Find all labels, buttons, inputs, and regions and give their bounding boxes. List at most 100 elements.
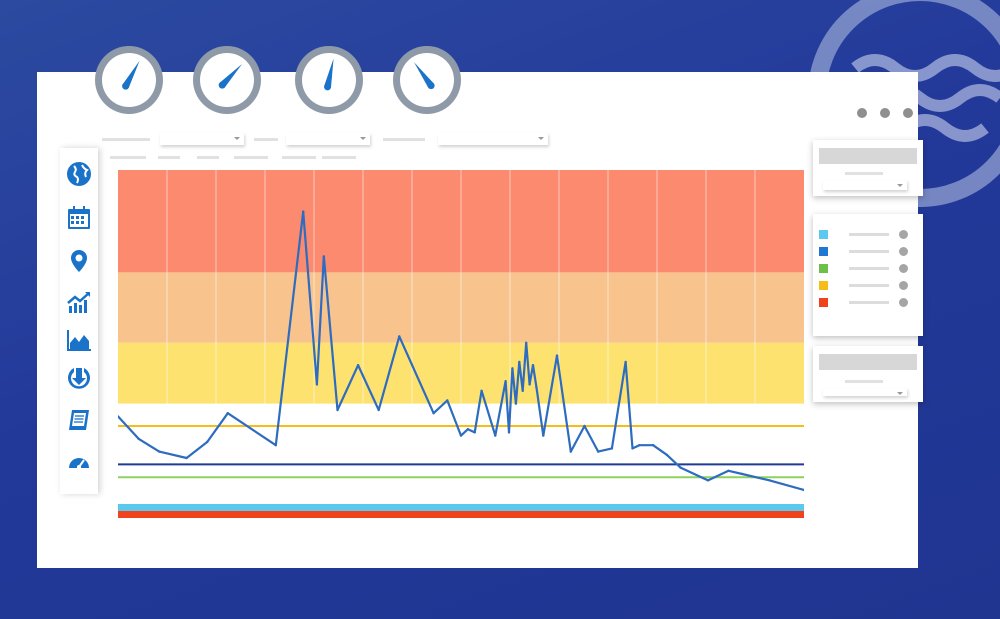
status-bar: [118, 504, 804, 511]
menu-dot: [880, 108, 890, 118]
filter-dropdown-2[interactable]: [286, 133, 370, 145]
data-point: [535, 386, 538, 389]
data-point: [507, 431, 511, 434]
filter-dropdown-3[interactable]: [438, 133, 548, 145]
data-point: [679, 466, 682, 469]
chevron-down-icon: [897, 184, 903, 187]
data-point: [768, 479, 771, 482]
line-chart: [118, 170, 804, 518]
data-point: [727, 469, 730, 472]
data-point: [446, 399, 449, 402]
gauge-3: [291, 42, 367, 118]
data-point: [185, 456, 188, 460]
data-point: [521, 389, 524, 392]
panel-header: [819, 354, 917, 370]
status-bar: [118, 511, 804, 518]
data-point: [274, 444, 277, 447]
chevron-down-icon: [538, 137, 544, 140]
notebook-icon[interactable]: [65, 406, 93, 434]
data-point: [398, 335, 401, 338]
menu-dot: [903, 108, 913, 118]
legend-swatch: [819, 281, 828, 290]
data-point: [624, 360, 627, 364]
data-point: [741, 472, 744, 476]
data-point: [205, 440, 209, 444]
gauge-dial: [95, 46, 163, 114]
data-point: [631, 447, 634, 450]
data-point: [466, 428, 470, 431]
legend-toggle[interactable]: [899, 264, 908, 273]
speedometer-icon[interactable]: [65, 448, 93, 476]
data-point: [504, 380, 507, 383]
filter-label: [158, 156, 180, 159]
data-point: [518, 360, 521, 364]
legend-toggle[interactable]: [899, 230, 908, 239]
legend-toggle[interactable]: [899, 298, 908, 307]
map-pin-icon[interactable]: [65, 247, 93, 275]
legend-toggle[interactable]: [899, 247, 908, 256]
filter-label: [234, 156, 268, 159]
legend-label: [849, 250, 889, 253]
legend-row[interactable]: [819, 281, 911, 291]
legend-row[interactable]: [819, 264, 911, 274]
gauge-needle: [324, 58, 334, 88]
legend-panel: [813, 214, 923, 336]
data-point: [322, 255, 325, 258]
data-point: [528, 383, 531, 386]
data-point: [226, 412, 229, 415]
data-series-line: [118, 210, 804, 492]
data-point: [583, 424, 586, 428]
gauge-hub: [427, 82, 435, 90]
data-point: [665, 453, 668, 456]
panel-dropdown[interactable]: [823, 388, 907, 396]
data-point: [336, 408, 339, 412]
globe-icon[interactable]: [65, 160, 93, 188]
gauge-2: [189, 42, 265, 118]
data-point: [555, 354, 559, 357]
legend-row[interactable]: [819, 298, 911, 308]
data-point: [157, 450, 161, 453]
gauge-needle: [414, 62, 434, 88]
data-point: [459, 434, 463, 437]
panel-dropdown[interactable]: [823, 180, 907, 190]
data-point: [542, 434, 545, 437]
chevron-down-icon: [360, 137, 366, 140]
trend-up-icon[interactable]: [65, 288, 93, 316]
filter-label: [282, 156, 316, 159]
calendar-icon[interactable]: [65, 204, 93, 232]
window-menu-button[interactable]: [857, 108, 913, 118]
filter-label: [102, 138, 150, 141]
chevron-down-icon: [897, 392, 903, 395]
legend-swatch: [819, 298, 828, 307]
filter-dropdown-1[interactable]: [160, 133, 244, 145]
legend-row[interactable]: [819, 230, 911, 240]
gauge-1: [91, 42, 167, 118]
filter-panel: [813, 140, 923, 196]
chevron-down-icon: [234, 137, 240, 140]
legend-row[interactable]: [819, 247, 911, 257]
panel-label: [845, 380, 883, 383]
data-point: [531, 364, 535, 367]
panel-header: [819, 148, 917, 164]
data-point: [118, 415, 120, 418]
legend-label: [849, 284, 889, 287]
data-point: [706, 479, 710, 482]
data-point: [494, 434, 497, 437]
data-point: [480, 389, 483, 392]
data-point: [610, 447, 614, 450]
gauge-4: [389, 42, 465, 118]
legend-label: [849, 233, 889, 236]
sidebar: [60, 148, 98, 494]
download-icon[interactable]: [65, 364, 93, 392]
legend-toggle[interactable]: [899, 281, 908, 290]
data-point: [569, 450, 572, 453]
menu-dot: [857, 108, 867, 118]
filter-label: [110, 156, 146, 159]
legend-label: [849, 267, 889, 270]
area-chart-icon[interactable]: [65, 326, 93, 354]
data-point: [651, 444, 655, 447]
legend-swatch: [819, 264, 828, 273]
gauge-hub: [324, 83, 332, 91]
data-point: [802, 488, 804, 492]
legend-swatch: [819, 247, 828, 256]
